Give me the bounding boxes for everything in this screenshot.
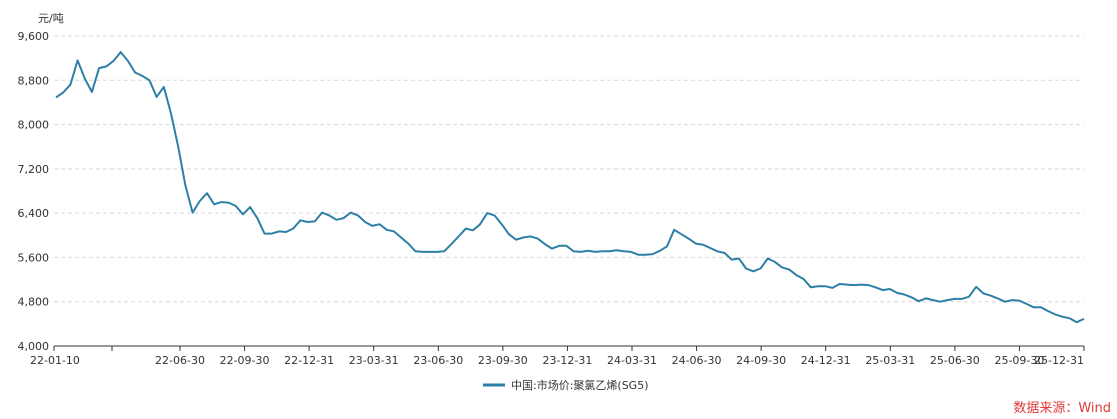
y-axis-unit-label: 元/吨 [38, 12, 64, 25]
x-tick-label: 24-09-30 [736, 354, 786, 367]
y-tick-label: 6,400 [18, 207, 50, 220]
y-tick-label: 8,800 [18, 74, 50, 87]
x-tick-label: 22-12-31 [284, 354, 334, 367]
x-tick-label: 24-06-30 [672, 354, 722, 367]
x-tick-label: 25-12-31 [1034, 354, 1084, 367]
x-tick-label: 23-06-30 [413, 354, 463, 367]
series-line-pvc-sg5 [55, 51, 1085, 324]
y-tick-label: 9,600 [18, 30, 50, 43]
legend-label: 中国:市场价:聚氯乙烯(SG5) [511, 378, 649, 392]
x-tick-label: 25-03-31 [865, 354, 915, 367]
x-tick-label: 25-06-30 [930, 354, 980, 367]
legend: 中国:市场价:聚氯乙烯(SG5) [483, 378, 649, 392]
y-tick-label: 5,600 [18, 251, 50, 264]
x-tick-label: 24-03-31 [607, 354, 657, 367]
data-source-label: 数据来源：Wind [1013, 401, 1111, 416]
y-tick-label: 4,000 [18, 340, 50, 353]
x-tick-label: 22-01-10 [30, 354, 80, 367]
y-tick-label: 8,000 [18, 119, 50, 132]
x-tick-label: 22-09-30 [220, 354, 270, 367]
x-tick-label: 25-09-30 [994, 354, 1044, 367]
x-tick-label: 23-09-30 [478, 354, 528, 367]
x-axis-ticks: 22-01-10 22-06-30 22-09-30 22-12-31 23-03-31… [30, 346, 1085, 367]
x-tick-label: 22-06-30 [155, 354, 205, 367]
x-tick-label: 23-12-31 [542, 354, 592, 367]
y-tick-label: 7,200 [18, 163, 50, 176]
y-tick-label: 4,800 [18, 296, 50, 309]
x-tick-label: 24-12-31 [801, 354, 851, 367]
gridlines [54, 35, 1084, 303]
x-tick-label: 23-03-31 [349, 354, 399, 367]
y-axis-ticks: 4,000 4,800 5,600 6,400 7,200 8,000 8,800 9,600 [18, 30, 50, 353]
